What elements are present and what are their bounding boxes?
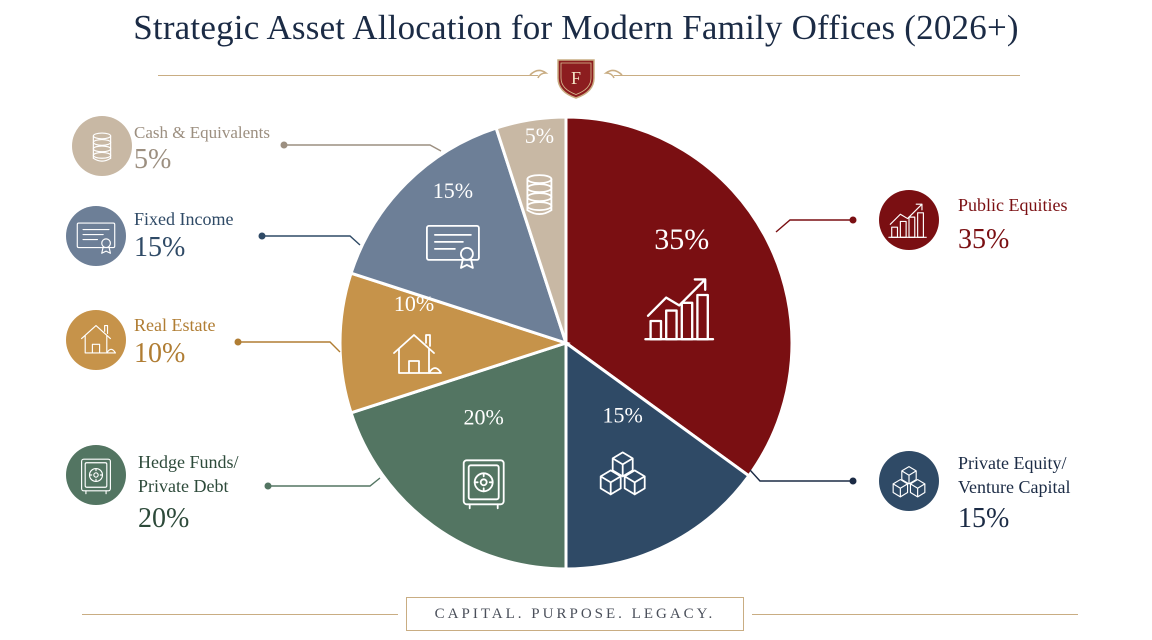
- slice-label-fixed-income: 15%: [433, 178, 473, 203]
- leader-line-public-equities: [775, 219, 853, 233]
- slice-label-private-equity: 15%: [603, 402, 643, 427]
- slice-cubes-icon: [599, 451, 646, 496]
- pie-slice-real-estate: [338, 271, 571, 415]
- legend-value-public-equities: 35%: [958, 224, 1010, 255]
- slice-growth-chart-icon: [644, 278, 715, 341]
- slice-safe-icon: [462, 459, 505, 510]
- leader-line-real-estate: [238, 341, 341, 353]
- slice-label-real-estate: 10%: [394, 291, 434, 316]
- slice-house-icon: [393, 334, 442, 374]
- legend-value-hedge-funds: 20%: [138, 503, 190, 534]
- slice-label-public-equities: 35%: [654, 223, 709, 256]
- leader-dot-cash: [280, 141, 288, 149]
- leader-line-private-equity: [749, 469, 853, 482]
- legend-value-fixed-income: 15%: [134, 232, 186, 263]
- leader-line-cash: [284, 144, 442, 152]
- title-rule-left: [158, 75, 538, 76]
- crest-icon: F: [529, 59, 623, 99]
- legend-badge-real-estate: [66, 310, 126, 370]
- chart-title: Strategic Asset Allocation for Modern Fa…: [133, 8, 1019, 47]
- legend-cubes-icon: [892, 466, 926, 498]
- leader-dot-hedge-funds: [264, 482, 272, 490]
- crest-letter: F: [571, 68, 581, 88]
- legend-coin-stack-icon: [92, 132, 112, 162]
- leader-dot-real-estate: [234, 338, 242, 346]
- legend-house-icon: [81, 325, 117, 354]
- legend-label-cash: Cash & Equivalents: [134, 123, 270, 142]
- legend-value-private-equity: 15%: [958, 503, 1010, 534]
- legend-certificate-icon: [76, 222, 116, 254]
- leader-line-hedge-funds: [268, 477, 381, 487]
- legend-label-hedge-funds-2: Private Debt: [138, 476, 229, 496]
- slice-certificate-icon: [425, 224, 480, 269]
- title-rule-right: [614, 75, 1020, 76]
- legend-badge-fixed-income: [66, 206, 126, 266]
- legend-value-real-estate: 10%: [134, 338, 186, 369]
- legend-safe-icon: [81, 458, 111, 495]
- leader-dot-private-equity: [849, 477, 857, 485]
- leader-dot-fixed-income: [258, 232, 266, 240]
- legend-badge-hedge-funds: [66, 445, 126, 505]
- footer-rule-right: [752, 614, 1078, 615]
- legend-growth-chart-icon: [888, 203, 927, 238]
- legend-label-private-equity: Private Equity/: [958, 453, 1067, 473]
- slice-label-hedge-funds: 20%: [464, 404, 504, 429]
- legend-label-public-equities: Public Equities: [958, 195, 1068, 215]
- pie-slice-public-equities: [564, 115, 794, 478]
- footer-rule-left: [82, 614, 398, 615]
- pie-slice-cash: [494, 115, 568, 344]
- tagline: CAPITAL. PURPOSE. LEGACY.: [406, 597, 744, 631]
- pie-slice-hedge-funds: [349, 340, 568, 571]
- legend-value-cash: 5%: [134, 144, 172, 175]
- slice-coin-stack-icon: [526, 174, 553, 215]
- legend-label-real-estate: Real Estate: [134, 315, 216, 335]
- pie-slice-private-equity: [564, 340, 751, 571]
- legend-label-private-equity-2: Venture Capital: [958, 477, 1071, 497]
- legend-label-hedge-funds: Hedge Funds/: [138, 452, 239, 472]
- slice-label-cash: 5%: [525, 123, 554, 148]
- leader-line-fixed-income: [262, 235, 361, 246]
- legend-label-fixed-income: Fixed Income: [134, 209, 234, 229]
- leader-dot-public-equities: [849, 216, 857, 224]
